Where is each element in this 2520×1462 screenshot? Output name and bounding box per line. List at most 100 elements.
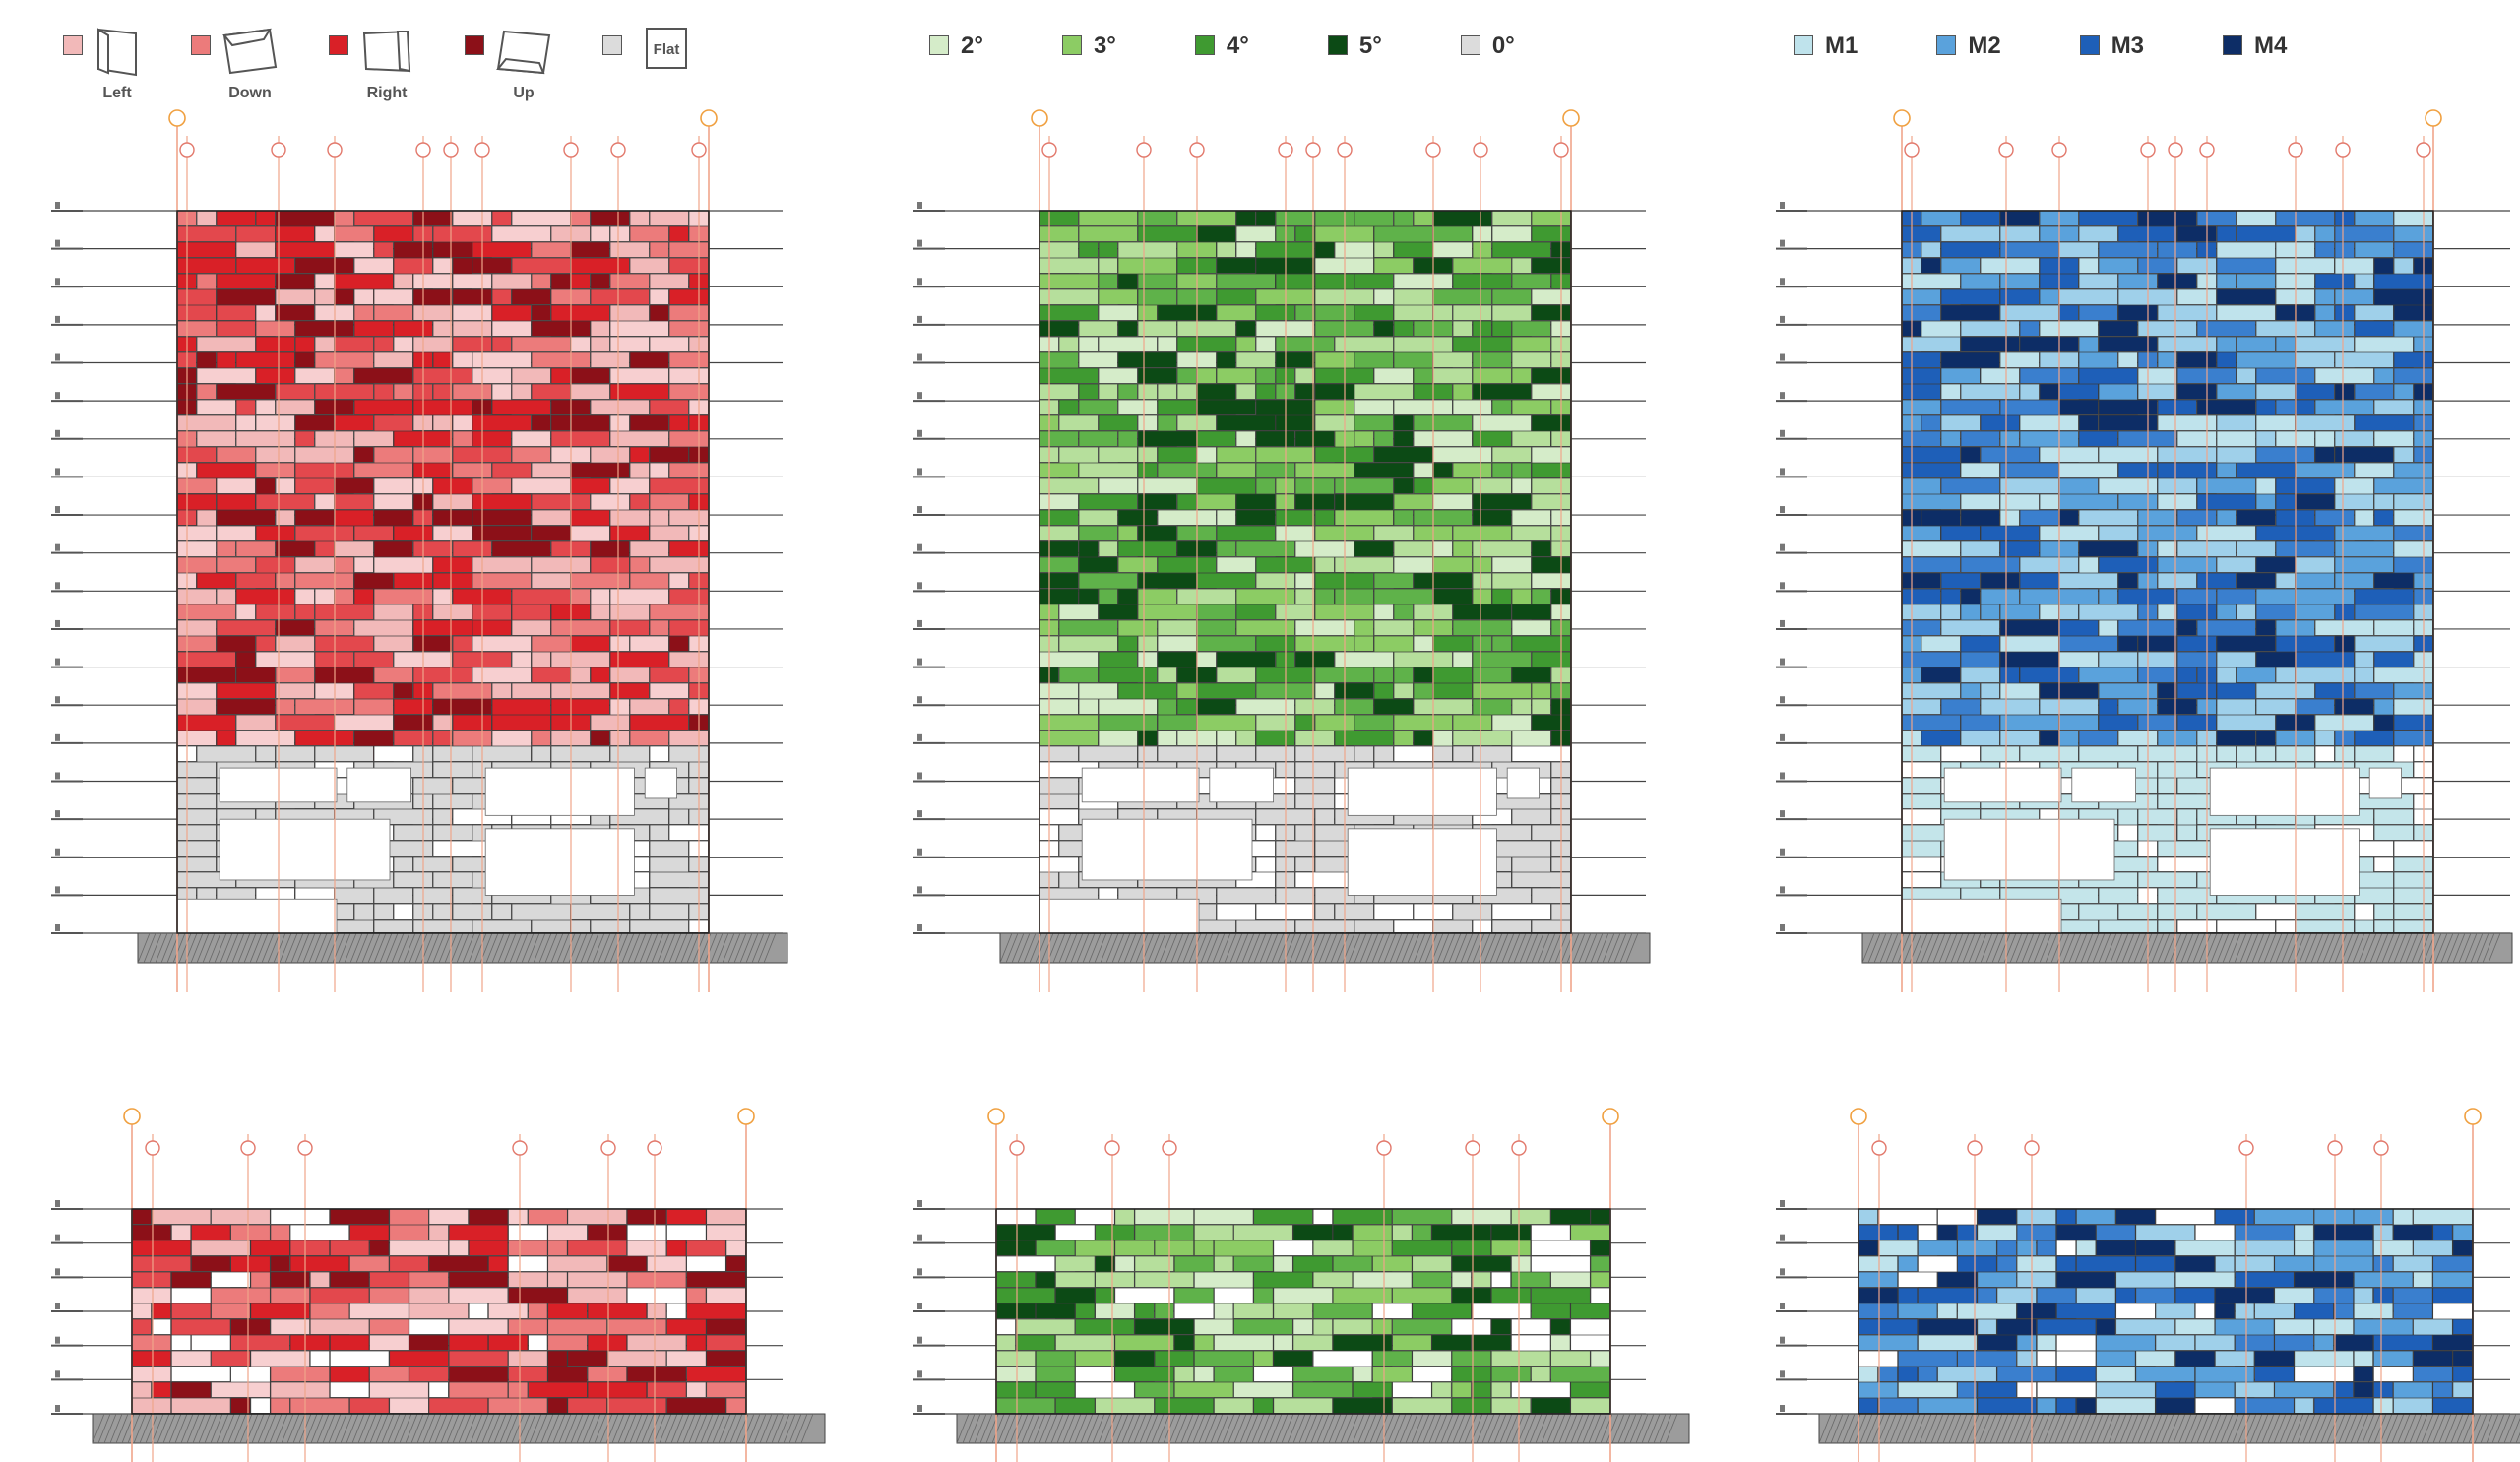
hatch-line <box>1956 932 1970 964</box>
facade-panel <box>1901 761 1941 778</box>
facade-panel <box>1039 304 1099 321</box>
facade-panel <box>2078 257 2099 274</box>
facade-panel <box>2216 430 2256 447</box>
facade-panel <box>1392 1240 1452 1256</box>
base-opening <box>1901 898 2062 934</box>
facade-panel <box>2314 619 2374 636</box>
facade-panel <box>432 493 472 510</box>
facade-panel <box>432 320 453 337</box>
base-opening <box>176 898 338 934</box>
facade-panel <box>2157 556 2217 573</box>
hatch-line <box>1251 1413 1265 1444</box>
facade-panel <box>2157 730 2197 746</box>
facade-panel <box>649 745 669 762</box>
facade-panel <box>1314 304 1354 321</box>
facade-panel <box>329 1240 370 1256</box>
level-mark-glyph <box>55 468 60 476</box>
level-mark-glyph <box>1780 392 1785 400</box>
hatch-line <box>2098 932 2111 964</box>
facade-panel <box>235 351 295 368</box>
facade-panel <box>1511 1318 1551 1335</box>
facade-panel <box>2393 714 2433 731</box>
facade-panel <box>373 241 394 258</box>
hatch-line <box>574 932 588 964</box>
facade-panel <box>393 856 413 872</box>
facade-panel <box>567 1240 627 1256</box>
facade-panel <box>2216 919 2276 933</box>
facade-panel <box>511 430 551 447</box>
hatch-line <box>741 1413 755 1444</box>
facade-panel <box>1413 698 1473 715</box>
facade-panel <box>1058 667 1099 683</box>
facade-panel <box>2354 273 2374 289</box>
facade-panel <box>176 446 217 463</box>
facade-panel <box>1075 1208 1115 1225</box>
facade-panel <box>216 383 276 400</box>
hatch-line <box>2322 932 2336 964</box>
facade-panel <box>1999 477 2059 494</box>
facade-panel <box>1216 241 1236 258</box>
hatch-line <box>251 1413 265 1444</box>
hatch-line <box>1991 932 2005 964</box>
level-mark-glyph <box>1780 239 1785 247</box>
facade-panel <box>1451 1208 1512 1225</box>
facade-panel <box>2216 414 2256 431</box>
facade-panel <box>131 1318 152 1335</box>
grid-axis-bubble <box>297 1140 313 1156</box>
hatch-line <box>1206 932 1220 964</box>
hatch-line <box>1395 932 1409 964</box>
hatch-line <box>2450 1413 2464 1444</box>
hatch-line <box>2344 1413 2358 1444</box>
facade-panel <box>2216 509 2236 526</box>
level-mark-glyph <box>1780 315 1785 323</box>
facade-panel <box>2157 540 2177 557</box>
facade-panel <box>1451 1350 1492 1367</box>
facade-panels <box>995 1208 1610 1414</box>
facade-panel <box>1058 635 1118 652</box>
grid-axis-bubble <box>1871 1140 1887 1156</box>
facade-panel <box>373 745 413 762</box>
facade-panel <box>1490 1287 1532 1303</box>
facade-panel <box>1117 351 1177 368</box>
facade-panel <box>550 430 610 447</box>
hatch-line <box>700 1413 714 1444</box>
facade-panel <box>2117 304 2158 321</box>
facade-panel <box>289 1334 331 1351</box>
facade-panel <box>1431 1334 1472 1351</box>
grid-axis-bubble <box>647 1140 662 1156</box>
facade-panel <box>570 367 610 384</box>
hatch-line <box>2263 932 2277 964</box>
hatch-line <box>2375 932 2389 964</box>
facade-panel <box>1412 1303 1472 1319</box>
hatch-line <box>2328 932 2342 964</box>
hatch-line <box>2452 932 2466 964</box>
facade-panel <box>1412 1224 1432 1240</box>
base-opening <box>1081 818 1253 881</box>
hatch-line <box>1564 1413 1578 1444</box>
hatch-line <box>1133 1413 1147 1444</box>
facade-panel <box>1921 241 1941 258</box>
facade-panel <box>491 320 532 337</box>
extent-axis-bubble <box>700 109 718 127</box>
facade-panel <box>531 241 571 258</box>
facade-panel <box>432 698 492 715</box>
facade-panel <box>2157 604 2177 620</box>
facade-panel <box>1015 1334 1056 1351</box>
facade-panel <box>508 1366 548 1382</box>
hatch-line <box>1033 1413 1046 1444</box>
grid-axis-bubble <box>2024 1140 2040 1156</box>
facade-panel <box>1511 351 1551 368</box>
hatch-line <box>1489 932 1503 964</box>
facade-panel <box>706 1224 746 1240</box>
facade-panel <box>2098 887 2138 904</box>
facade-panel <box>176 777 217 794</box>
facade-panel <box>2333 1303 2354 1319</box>
facade-panel <box>487 1397 548 1414</box>
facade-panel <box>2058 304 2079 321</box>
facade-panel <box>1471 1303 1532 1319</box>
facade-panel <box>1452 399 1492 415</box>
hatch-line <box>1265 932 1279 964</box>
hatch-line <box>2251 932 2265 964</box>
hatch-line <box>2334 932 2348 964</box>
facade-panel <box>235 651 256 667</box>
